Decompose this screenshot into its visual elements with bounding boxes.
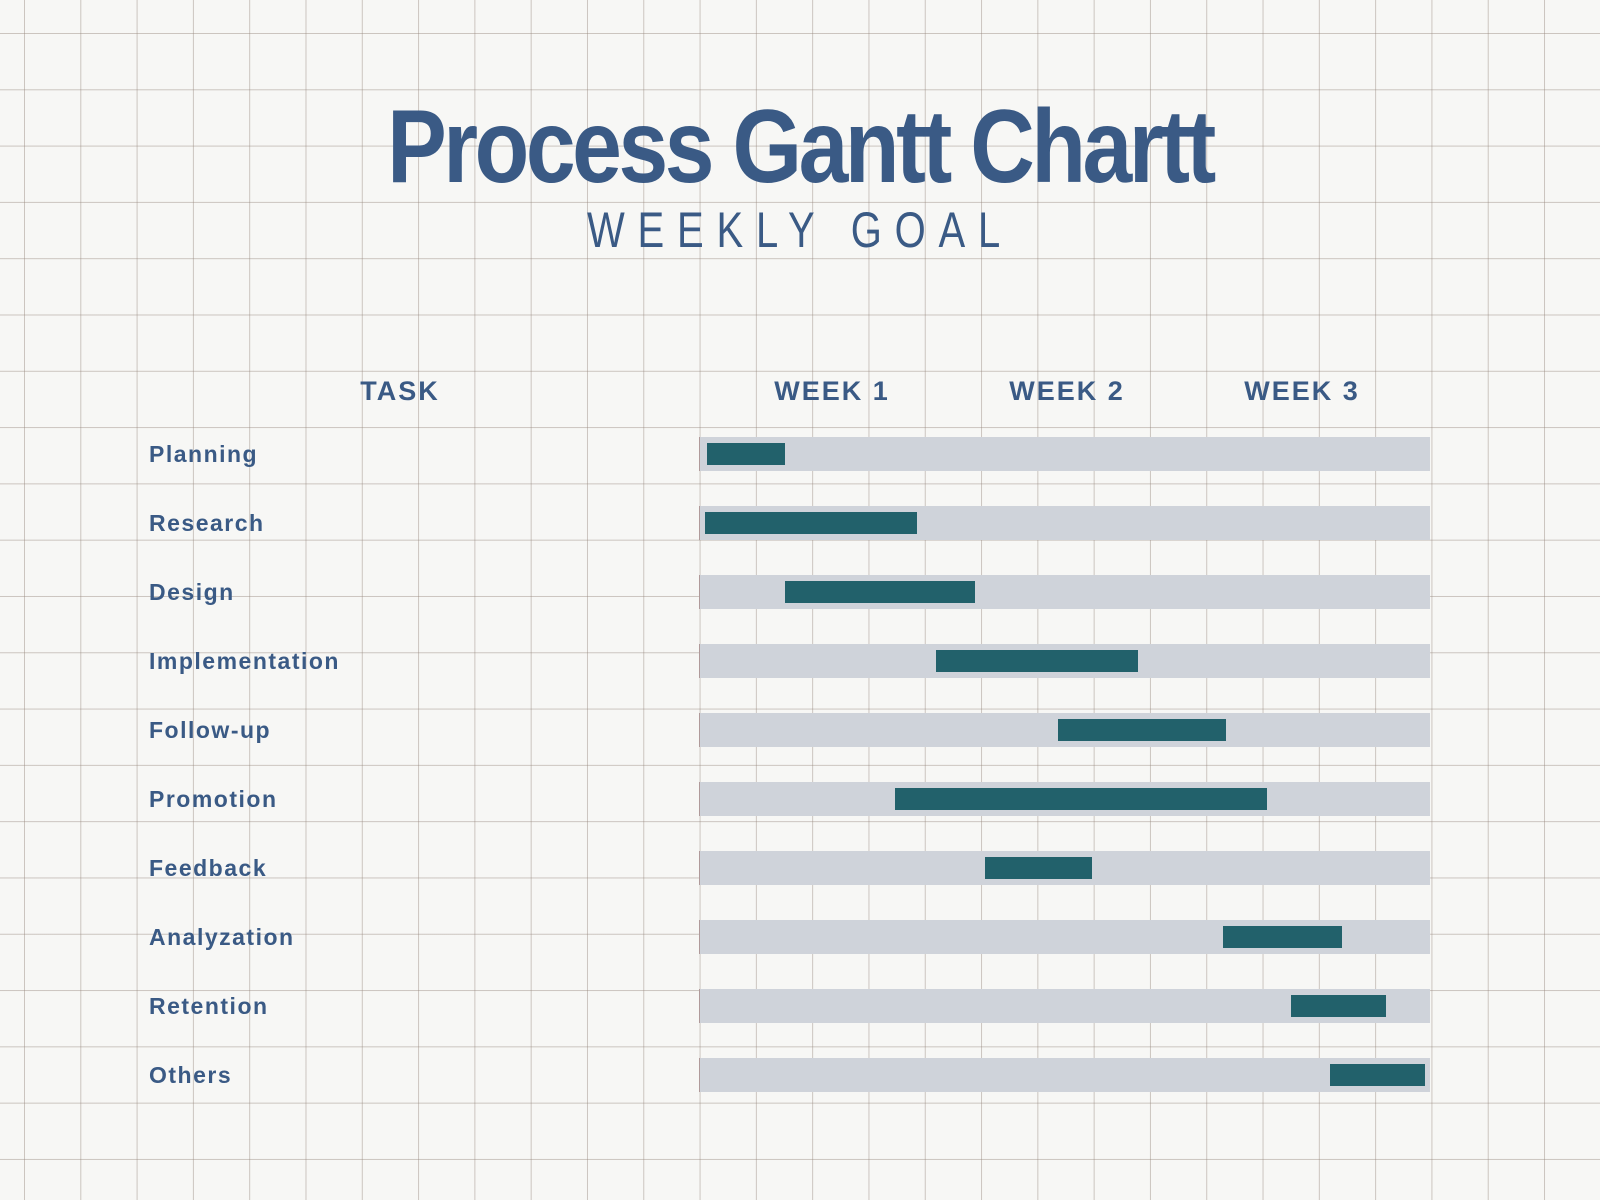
task-track — [699, 506, 1430, 540]
week-header-2: WEEK 2 — [1009, 376, 1125, 406]
task-header: TASK — [360, 376, 440, 406]
task-bar-planning — [707, 443, 786, 465]
task-label: Follow-up — [149, 717, 272, 743]
task-bar-others — [1330, 1064, 1426, 1086]
task-bar-feedback — [984, 857, 1092, 879]
task-track — [699, 989, 1430, 1023]
task-label: Retention — [149, 993, 269, 1019]
chart-subtitle: WEEKLY GOAL — [586, 202, 1014, 258]
task-track — [699, 782, 1430, 816]
task-label: Analyzation — [149, 924, 295, 950]
task-bar-implementation — [936, 650, 1138, 672]
task-track — [699, 920, 1430, 954]
task-track — [699, 713, 1430, 747]
task-label: Planning — [149, 441, 259, 467]
week-header-3: WEEK 3 — [1244, 376, 1360, 406]
task-label: Promotion — [149, 786, 278, 812]
task-bar-retention — [1291, 995, 1387, 1017]
task-label: Design — [149, 579, 235, 605]
task-bar-design — [785, 581, 975, 603]
task-bar-follow-up — [1057, 719, 1226, 741]
task-label: Research — [149, 510, 265, 536]
chart-title: Process Gantt Chartt — [387, 89, 1216, 205]
task-label: Implementation — [149, 648, 340, 674]
task-bar-research — [704, 512, 917, 534]
task-bar-promotion — [894, 788, 1267, 810]
task-track — [699, 437, 1430, 471]
week-header-1: WEEK 1 — [774, 376, 890, 406]
task-bar-analyzation — [1223, 926, 1343, 948]
task-track — [699, 644, 1430, 678]
task-track — [699, 851, 1430, 885]
task-label: Feedback — [149, 855, 268, 881]
task-track — [699, 575, 1430, 609]
task-track — [699, 1058, 1430, 1092]
task-label: Others — [149, 1062, 233, 1088]
